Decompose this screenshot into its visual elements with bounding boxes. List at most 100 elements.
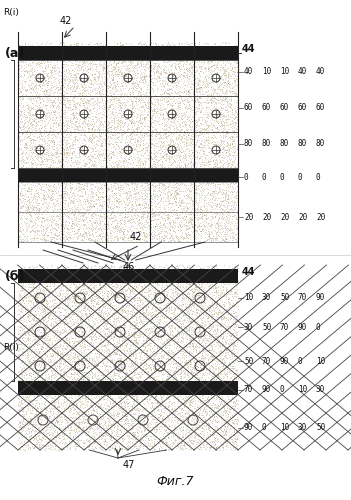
Point <box>81 368 87 376</box>
Point <box>89 124 94 132</box>
Point <box>102 118 108 126</box>
Point <box>160 66 166 74</box>
Point <box>72 434 78 442</box>
Point <box>67 364 73 372</box>
Point <box>228 288 233 296</box>
Point <box>181 56 187 64</box>
Point <box>154 304 159 312</box>
Point <box>224 306 230 314</box>
Point <box>181 234 187 241</box>
Point <box>86 158 92 166</box>
Point <box>204 140 210 148</box>
Point <box>223 362 229 370</box>
Point <box>105 431 110 439</box>
Point <box>152 59 158 67</box>
Point <box>185 414 190 422</box>
Point <box>43 304 49 312</box>
Point <box>201 370 206 378</box>
Point <box>21 212 26 220</box>
Point <box>62 294 68 302</box>
Point <box>44 442 49 450</box>
Point <box>26 432 32 440</box>
Point <box>33 392 39 400</box>
Point <box>150 140 155 147</box>
Point <box>45 370 51 378</box>
Point <box>141 218 147 226</box>
Point <box>69 148 75 156</box>
Point <box>153 350 158 358</box>
Point <box>55 418 60 426</box>
Point <box>20 442 26 450</box>
Point <box>88 304 94 312</box>
Point <box>41 190 46 198</box>
Point <box>146 140 152 147</box>
Point <box>189 394 194 402</box>
Point <box>110 408 116 416</box>
Point <box>142 440 148 448</box>
Point <box>51 180 57 188</box>
Point <box>114 222 119 230</box>
Point <box>200 349 205 357</box>
Point <box>52 332 57 340</box>
Point <box>43 237 49 245</box>
Point <box>75 160 81 168</box>
Point <box>97 230 102 238</box>
Point <box>205 314 211 322</box>
Point <box>38 426 44 434</box>
Point <box>138 118 144 126</box>
Point <box>97 418 102 426</box>
Point <box>176 132 181 140</box>
Point <box>177 200 183 207</box>
Point <box>180 234 186 241</box>
Point <box>95 46 101 54</box>
Point <box>187 360 192 368</box>
Point <box>84 76 89 84</box>
Point <box>73 426 79 434</box>
Point <box>59 65 65 73</box>
Point <box>147 183 152 191</box>
Point <box>172 170 177 177</box>
Point <box>16 353 22 361</box>
Point <box>202 63 207 71</box>
Point <box>58 356 63 364</box>
Point <box>74 70 79 78</box>
Point <box>140 334 146 342</box>
Point <box>42 296 48 304</box>
Point <box>96 130 101 138</box>
Point <box>68 144 73 152</box>
Point <box>196 56 202 64</box>
Point <box>100 50 105 58</box>
Point <box>219 48 225 56</box>
Point <box>161 314 166 322</box>
Point <box>216 438 221 446</box>
Point <box>121 110 126 118</box>
Point <box>220 224 226 232</box>
Point <box>83 327 89 335</box>
Point <box>47 202 53 210</box>
Point <box>51 139 57 147</box>
Point <box>38 160 44 168</box>
Point <box>143 294 149 302</box>
Point <box>206 418 211 426</box>
Point <box>59 82 65 90</box>
Point <box>102 292 107 300</box>
Point <box>167 181 173 189</box>
Point <box>77 195 82 203</box>
Point <box>55 374 61 382</box>
Point <box>188 112 193 120</box>
Point <box>135 348 141 356</box>
Point <box>128 76 134 84</box>
Point <box>37 372 42 380</box>
Point <box>182 218 188 226</box>
Point <box>196 411 201 419</box>
Point <box>188 38 194 46</box>
Point <box>116 432 122 440</box>
Point <box>182 147 188 155</box>
Point <box>133 142 139 150</box>
Text: 60: 60 <box>244 104 253 112</box>
Point <box>212 168 218 176</box>
Point <box>102 331 108 339</box>
Point <box>137 332 143 340</box>
Point <box>119 98 125 106</box>
Point <box>115 124 121 132</box>
